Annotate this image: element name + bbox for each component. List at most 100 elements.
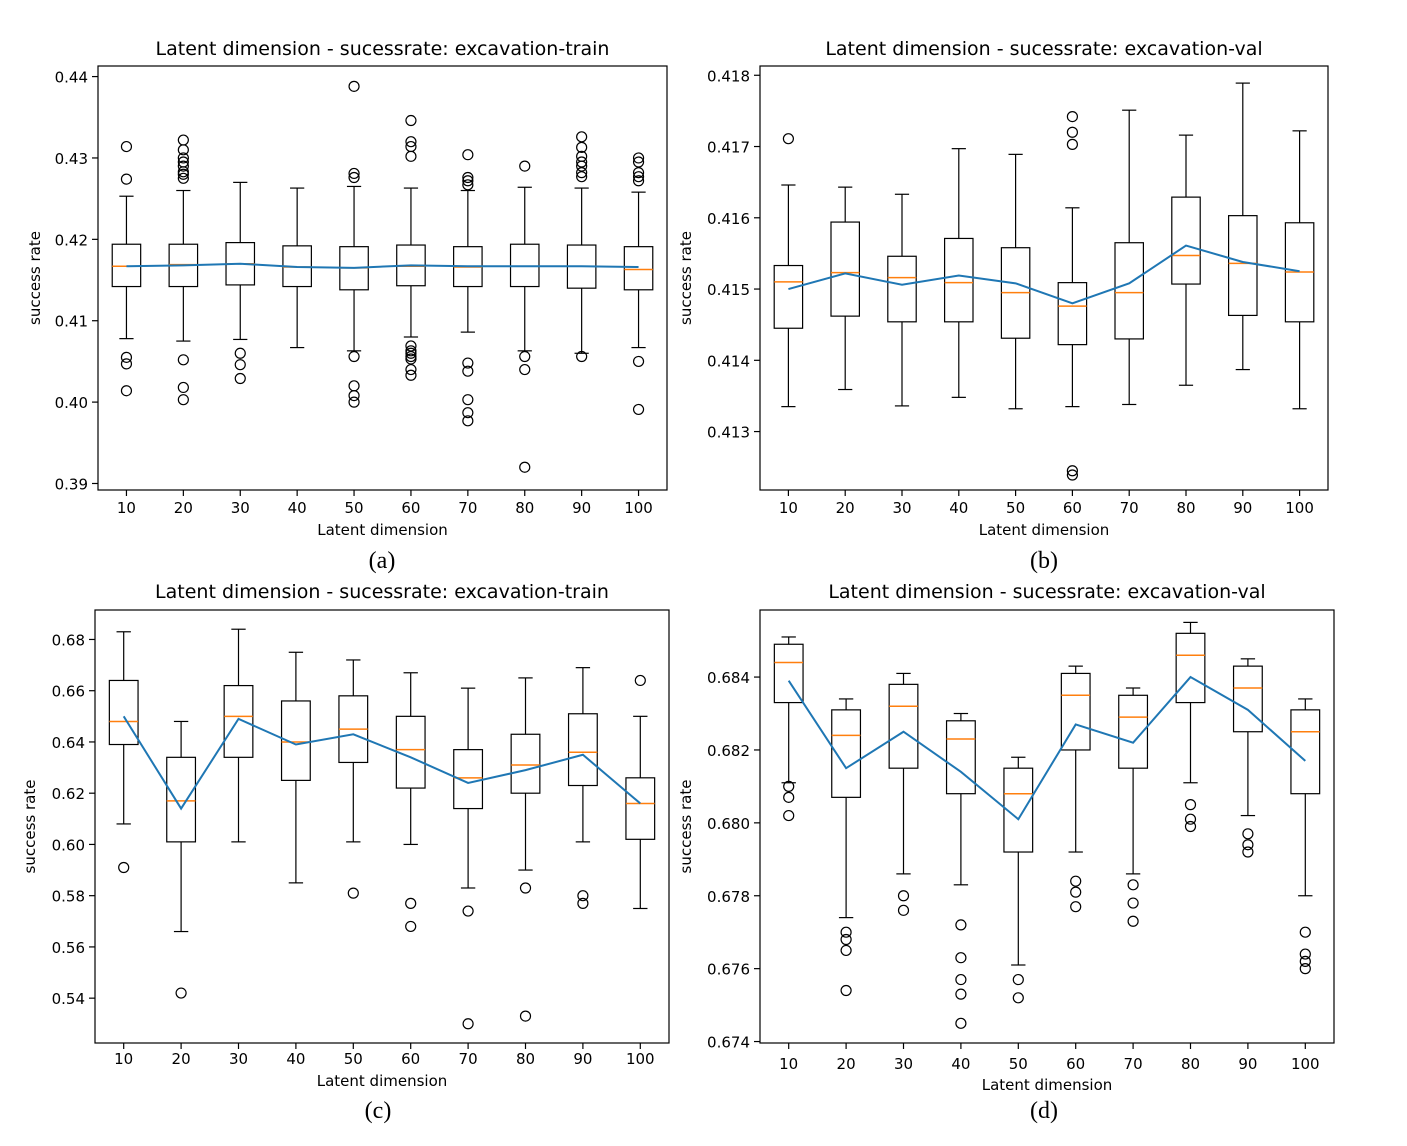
outlier-point	[783, 780, 795, 793]
outlier-point	[576, 141, 588, 153]
outlier-point	[840, 933, 852, 946]
x-tick-label: 60	[1066, 1055, 1085, 1073]
box-10	[773, 636, 804, 822]
x-tick-label: 80	[516, 1050, 535, 1068]
outlier-point	[462, 905, 474, 917]
iqr-box	[773, 264, 804, 329]
outlier-point	[1066, 110, 1079, 123]
outlier-point	[897, 904, 910, 916]
y-tick-label: 0.418	[707, 67, 750, 85]
box-100	[623, 152, 654, 416]
outlier-point	[577, 897, 589, 909]
iqr-box	[625, 777, 656, 840]
x-tick-label: 40	[951, 1055, 970, 1073]
outlier-point	[1127, 915, 1139, 927]
outlier-point	[1242, 839, 1254, 851]
outlier-point	[1070, 901, 1082, 913]
x-tick-label: 40	[286, 1050, 305, 1068]
y-tick-label: 0.674	[707, 1034, 750, 1052]
box-80	[510, 677, 541, 1022]
outlier-point	[462, 171, 474, 184]
y-tick-label: 0.40	[55, 394, 88, 412]
outlier-point	[897, 890, 910, 902]
box-20	[830, 186, 860, 391]
outlier-point	[462, 394, 474, 406]
iqr-box	[887, 255, 917, 323]
outlier-point	[462, 415, 474, 427]
iqr-box	[567, 713, 598, 787]
panel-caption: (b)	[1030, 548, 1058, 574]
x-tick-label: 20	[172, 1050, 191, 1068]
box-70	[1114, 109, 1144, 406]
outlier-point	[462, 407, 474, 419]
plot-frame	[759, 65, 1329, 491]
box-70	[453, 149, 483, 427]
panel-caption: (c)	[365, 1098, 392, 1124]
iqr-box	[1232, 665, 1263, 733]
outlier-point	[955, 973, 967, 986]
iqr-box	[1060, 672, 1091, 751]
box-70	[453, 687, 484, 1030]
outlier-point	[576, 131, 588, 143]
chart-panel-3: Latent dimension - sucessrate: excavatio…	[21, 581, 670, 1124]
outlier-point	[1012, 973, 1024, 986]
outlier-point	[1127, 897, 1139, 909]
outlier-point	[405, 363, 417, 376]
y-tick-label: 0.413	[707, 424, 750, 442]
iqr-box	[1227, 215, 1258, 317]
x-tick-label: 50	[1009, 1055, 1028, 1073]
box-20	[168, 134, 199, 406]
box-100	[625, 674, 656, 910]
box-90	[566, 131, 597, 363]
outlier-point	[955, 988, 967, 1000]
chart-panel-1: Latent dimension - sucessrate: excavatio…	[26, 38, 668, 574]
outlier-point	[177, 152, 189, 164]
x-tick-label: 100	[1291, 1055, 1320, 1073]
outlier-point	[348, 171, 360, 184]
x-tick-label: 40	[949, 499, 968, 517]
x-tick-label: 80	[1176, 499, 1195, 517]
outlier-point	[1070, 875, 1082, 887]
outlier-point	[348, 350, 360, 363]
plot-frame	[97, 65, 668, 491]
y-tick-label: 0.680	[707, 815, 750, 833]
x-tick-label: 60	[401, 499, 420, 517]
box-50	[339, 80, 369, 408]
x-tick-label: 90	[573, 1050, 592, 1068]
box-80	[1171, 134, 1201, 386]
x-tick-label: 50	[345, 499, 364, 517]
mean-line	[122, 715, 641, 811]
outlier-point	[840, 944, 852, 957]
x-tick-label: 90	[1238, 1055, 1257, 1073]
iqr-box	[1114, 242, 1144, 340]
plot-frame	[759, 609, 1335, 1044]
outlier-point	[1066, 469, 1079, 481]
outlier-point	[1299, 926, 1311, 938]
outlier-point	[177, 144, 189, 156]
box-60	[1057, 110, 1088, 481]
x-tick-label: 30	[231, 499, 250, 517]
y-tick-label: 0.43	[55, 150, 88, 168]
x-tick-label: 70	[1124, 1055, 1143, 1073]
outlier-point	[177, 168, 189, 180]
x-tick-label: 30	[894, 1055, 913, 1073]
outlier-point	[1066, 138, 1079, 150]
x-tick-label: 20	[174, 499, 193, 517]
x-tick-label: 100	[626, 1050, 655, 1068]
outlier-point	[462, 175, 474, 187]
iqr-box	[223, 684, 254, 758]
x-tick-label: 70	[458, 499, 477, 517]
chart-title: Latent dimension - sucessrate: excavatio…	[828, 581, 1265, 603]
outlier-point	[1066, 465, 1079, 477]
outlier-point	[120, 140, 133, 153]
y-tick-label: 0.676	[707, 961, 750, 979]
outlier-point	[576, 171, 588, 183]
box-30	[887, 193, 917, 407]
mean-line	[787, 675, 1306, 821]
outlier-point	[1242, 846, 1254, 858]
x-tick-label: 20	[836, 499, 855, 517]
y-tick-label: 0.684	[707, 669, 750, 687]
box-90	[567, 667, 598, 909]
outlier-point	[783, 791, 795, 803]
x-tick-label: 90	[1233, 499, 1252, 517]
